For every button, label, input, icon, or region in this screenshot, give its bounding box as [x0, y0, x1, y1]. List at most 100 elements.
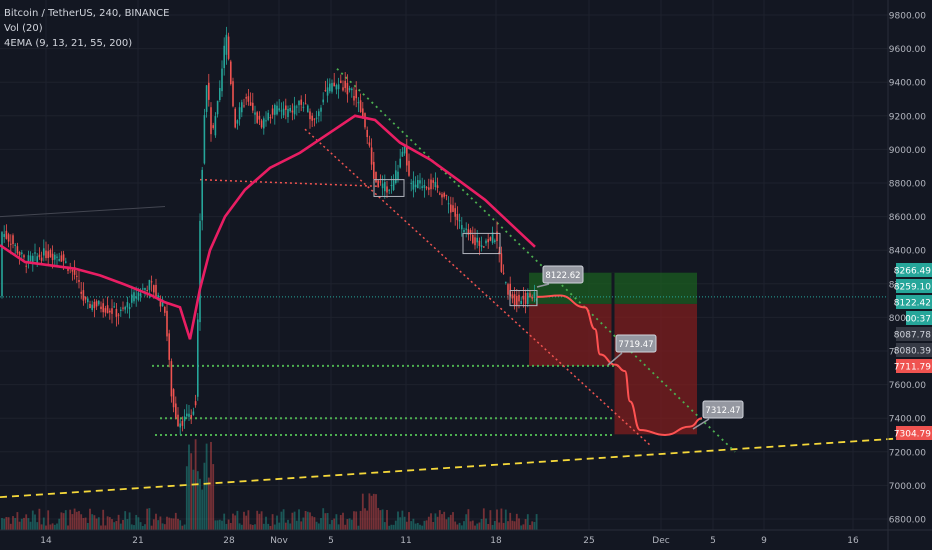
volume-bar [410, 521, 413, 530]
volume-bar [23, 517, 25, 530]
volume-bar [295, 520, 298, 530]
candle-body [370, 147, 373, 165]
volume-bar [287, 519, 289, 530]
candle-body [509, 283, 511, 297]
volume-bar [148, 508, 151, 530]
y-tick-label: 9400.00 [889, 79, 926, 89]
candle-body [124, 306, 126, 310]
volume-bar [78, 511, 80, 530]
candle-body [513, 294, 516, 306]
candle-body [199, 220, 201, 323]
candle-body [520, 301, 522, 305]
volume-bar [322, 508, 325, 530]
candle-body [331, 83, 333, 92]
volume-bar [53, 524, 56, 530]
volume-bar [469, 521, 472, 530]
candle-body [71, 269, 74, 272]
volume-bar [487, 523, 490, 530]
candle-body [491, 232, 494, 243]
volume-bar [104, 525, 107, 530]
volume-bar [214, 520, 217, 530]
candle-body [282, 108, 285, 116]
candle-body [489, 237, 492, 241]
candle-body [472, 234, 474, 244]
volume-bar [221, 520, 223, 530]
volume-bar [150, 525, 153, 530]
volume-bar [412, 518, 415, 530]
volume-bar [38, 508, 41, 530]
x-tick-label: 21 [132, 536, 143, 546]
volume-bar [258, 513, 261, 530]
volume-bar [205, 443, 208, 530]
candle-body [425, 187, 428, 189]
price-axis-tag [906, 311, 932, 325]
volume-bar [300, 521, 303, 530]
y-tick-label: 8600.00 [889, 213, 926, 223]
volume-indicator-label[interactable]: Vol (20) [4, 23, 43, 34]
volume-bar [489, 510, 492, 530]
volume-bar [34, 514, 36, 530]
candle-body [21, 252, 23, 254]
candle-body [12, 235, 14, 245]
candle-body [511, 294, 514, 299]
volume-bar [262, 523, 265, 530]
candle-body [205, 85, 208, 112]
volume-bar [42, 517, 45, 530]
callout-pointer [536, 283, 550, 288]
volume-bar [377, 507, 380, 530]
volume-bar [454, 521, 457, 530]
volume-bar [348, 518, 351, 530]
candle-body [142, 288, 144, 290]
candle-body [375, 171, 377, 183]
candle-body [38, 254, 41, 258]
x-tick-label: Nov [270, 536, 288, 546]
volume-bar [394, 520, 397, 530]
volume-bar [531, 521, 534, 530]
volume-bar [51, 523, 54, 530]
volume-bar [188, 444, 190, 530]
volume-bar [436, 516, 439, 530]
candle-body [335, 85, 338, 90]
candle-body [362, 108, 364, 118]
candle-body [51, 253, 54, 261]
volume-bar [496, 509, 498, 530]
ema-indicator-label[interactable]: 4EMA (9, 13, 21, 55, 200) [4, 38, 133, 49]
symbol-title[interactable]: Bitcoin / TetherUS, 240, BINANCE [4, 8, 170, 19]
volume-bar [447, 517, 450, 530]
volume-bar [441, 514, 443, 530]
volume-bar [36, 522, 39, 530]
volume-bar [425, 520, 428, 530]
candle-body [291, 110, 294, 113]
time-axis[interactable]: 14 21 28 Nov 5 11 18 25 Dec 5 9 16 [0, 529, 932, 546]
candle-body [100, 306, 102, 309]
candle-body [432, 180, 434, 183]
candle-body [386, 186, 388, 193]
y-tick-label: 8400.00 [889, 247, 926, 257]
candle-body [397, 171, 399, 180]
candle-body [128, 307, 131, 310]
price-axis-tag [896, 279, 932, 293]
candle-body [188, 413, 190, 417]
candle-body [122, 307, 124, 309]
candle-body [201, 169, 203, 221]
volume-bar [40, 524, 43, 530]
candle-body [401, 151, 404, 157]
candle-body [203, 115, 206, 164]
volume-bar [289, 523, 292, 530]
candle-body [421, 186, 423, 188]
volume-bar [223, 513, 226, 530]
volume-bar [414, 523, 417, 530]
price-axis[interactable]: 9800.00 9600.00 9400.00 9200.00 9000.00 8800.… [887, 0, 932, 550]
candle-body [480, 245, 483, 248]
volume-bar [216, 520, 219, 530]
volume-bar [498, 522, 501, 530]
candle-body [34, 252, 36, 254]
volume-bar [75, 511, 78, 530]
volume-bar [463, 521, 465, 530]
x-tick-label: 18 [490, 536, 502, 546]
candle-body [274, 104, 276, 115]
volume-bar [260, 511, 263, 530]
volume-bar [408, 512, 410, 530]
candle-body [47, 251, 49, 258]
